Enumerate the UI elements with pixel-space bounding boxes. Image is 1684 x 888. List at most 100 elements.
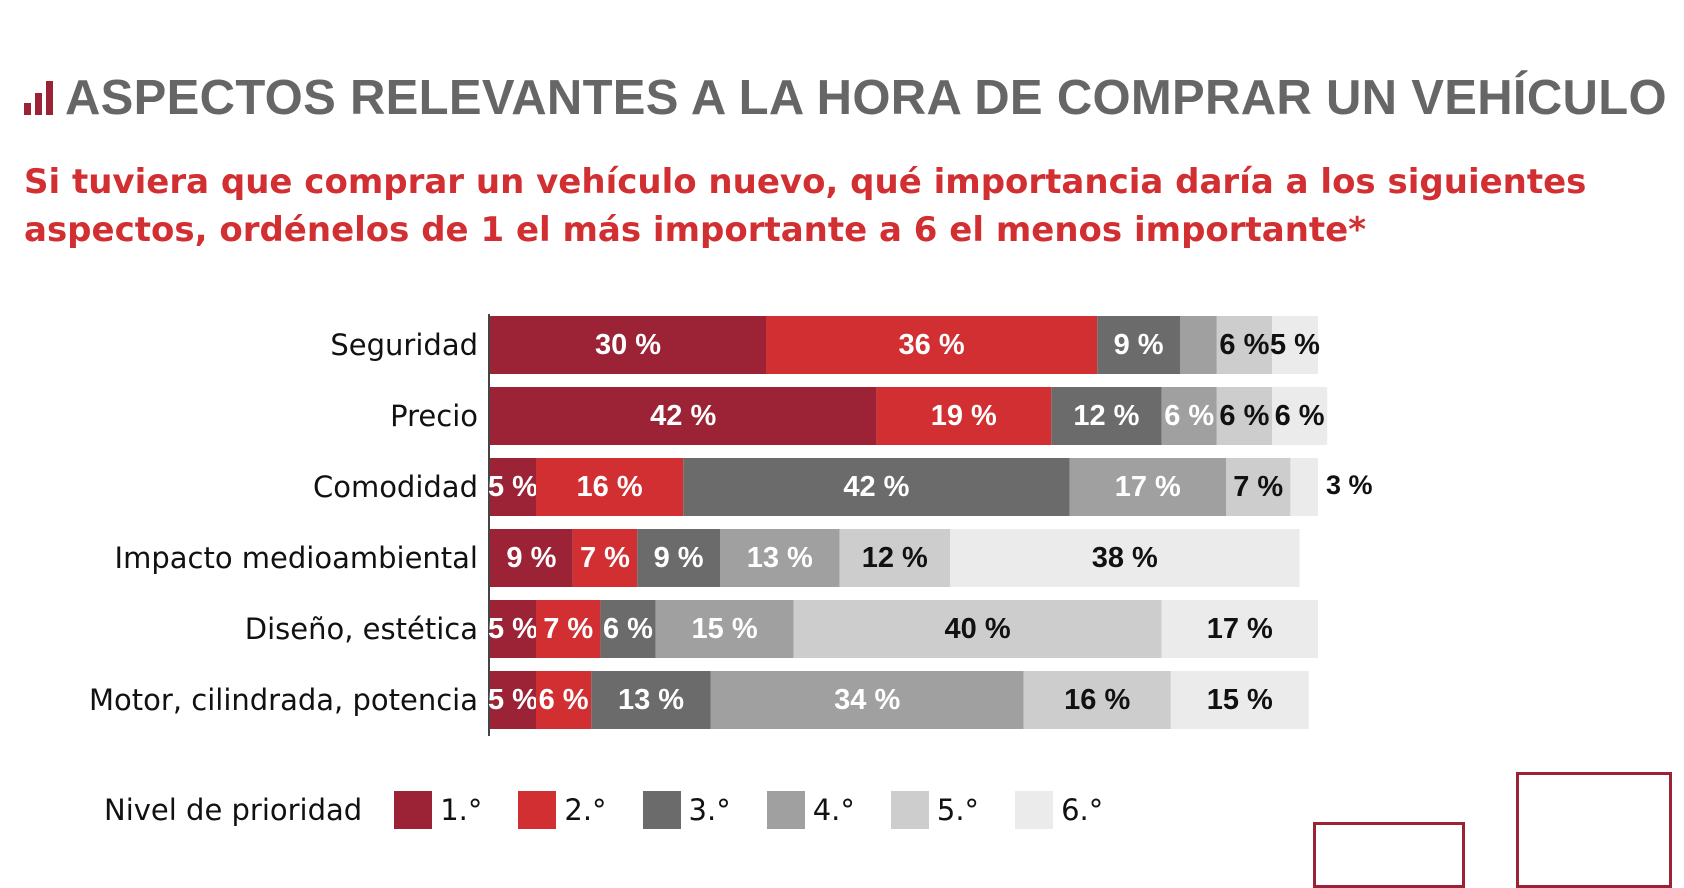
legend-item-6: 6.° — [1015, 791, 1103, 829]
legend-swatch-5 — [890, 791, 929, 829]
bar-segment — [710, 671, 1024, 729]
bar-segment — [793, 600, 1162, 658]
data-label: 6 % — [1219, 329, 1269, 361]
bar-segment — [490, 458, 536, 516]
legend-item-2: 2.° — [518, 791, 607, 829]
data-label: 16 % — [1064, 684, 1130, 716]
bar-segment — [766, 316, 1098, 374]
bar-segment — [1161, 600, 1318, 658]
bar-segment — [839, 529, 950, 587]
legend-swatch-1 — [394, 791, 433, 829]
bar-segment — [490, 600, 536, 658]
bar-segment — [655, 600, 794, 658]
category-label: Diseño, estética — [245, 612, 478, 646]
data-label: 16 % — [577, 471, 643, 503]
legend-label-3: 3.° — [688, 793, 731, 827]
data-label: 36 % — [899, 329, 965, 361]
bar-segment — [591, 671, 711, 729]
data-label: 12 % — [862, 542, 928, 574]
bar-segment — [1290, 458, 1318, 516]
bar-segment — [490, 387, 877, 445]
bar-chart-icon — [24, 81, 53, 115]
data-label: 6 % — [539, 684, 589, 716]
legend-title: Nivel de prioridad — [104, 793, 363, 827]
data-label: 42 % — [650, 400, 716, 432]
decorative-frame-small — [1313, 822, 1465, 888]
category-label: Seguridad — [330, 328, 478, 362]
data-label: 9 % — [1114, 329, 1164, 361]
bar-segment — [1272, 316, 1318, 374]
legend-swatch-6 — [1015, 791, 1054, 829]
legend-label-4: 4.° — [812, 793, 855, 827]
bar-segment — [683, 458, 1070, 516]
bar-segment — [490, 316, 766, 374]
data-label: 7 % — [1233, 471, 1283, 503]
data-label: 34 % — [834, 684, 900, 716]
subtitle-line-1: Si tuviera que comprar un vehículo nuevo… — [24, 162, 1587, 202]
bar-segment — [536, 671, 592, 729]
data-label: 7 % — [580, 542, 630, 574]
legend-item-4: 4.° — [766, 791, 855, 829]
legend-label-1: 1.° — [440, 793, 483, 827]
bar-segment — [1069, 458, 1226, 516]
page-title: ASPECTOS RELEVANTES A LA HORA DE COMPRAR… — [65, 71, 1667, 125]
bar-segment — [572, 529, 638, 587]
data-label: 5 % — [488, 613, 538, 645]
legend-item-5: 5.° — [890, 791, 980, 829]
decorative-frame-large — [1516, 772, 1672, 888]
bar-segment — [1161, 387, 1217, 445]
data-label: 9 % — [506, 542, 556, 574]
data-label: 5 % — [488, 471, 538, 503]
data-label: 17 % — [1115, 471, 1181, 503]
data-label: 17 % — [1207, 613, 1273, 645]
legend-label-6: 6.° — [1061, 793, 1104, 827]
data-label: 42 % — [843, 471, 909, 503]
data-label: 38 % — [1092, 542, 1158, 574]
chart-header: ASPECTOS RELEVANTES A LA HORA DE COMPRAR… — [24, 70, 1667, 126]
data-label: 13 % — [747, 542, 813, 574]
bar-segment — [637, 529, 720, 587]
data-label: 40 % — [945, 613, 1011, 645]
bar-segment — [876, 387, 1052, 445]
data-label: 3 % — [1326, 470, 1373, 500]
data-label: 6 % — [1164, 400, 1214, 432]
bar-segment — [1272, 387, 1328, 445]
data-label: 30 % — [595, 329, 661, 361]
data-label: 7 % — [543, 613, 593, 645]
bar-segment — [536, 458, 684, 516]
data-label: 6 % — [1275, 400, 1325, 432]
bar-segment — [1051, 387, 1162, 445]
data-label: 19 % — [931, 400, 997, 432]
bar-segment — [720, 529, 840, 587]
data-label: 5 % — [1270, 329, 1320, 361]
legend-swatch-4 — [766, 791, 805, 829]
legend-swatch-3 — [642, 791, 681, 829]
chart-subtitle: Si tuviera que comprar un vehículo nuevo… — [24, 158, 1624, 254]
bar-segment — [1216, 387, 1272, 445]
category-label: Precio — [390, 399, 478, 433]
bar-segment — [1216, 316, 1272, 374]
category-label: Impacto medioambiental — [115, 541, 478, 575]
data-label: 13 % — [618, 684, 684, 716]
bar-segment — [1023, 671, 1171, 729]
bar-segment — [536, 600, 601, 658]
bar-segment — [1180, 316, 1217, 374]
bar-segment — [1170, 671, 1309, 729]
data-label: 5 % — [488, 684, 538, 716]
data-label: 15 % — [692, 613, 758, 645]
bar-segment — [950, 529, 1300, 587]
data-label: 12 % — [1073, 400, 1139, 432]
bar-segment — [1097, 316, 1180, 374]
data-label: 9 % — [654, 542, 704, 574]
bar-segment — [600, 600, 656, 658]
bar-segment — [490, 671, 536, 729]
legend-label-5: 5.° — [936, 793, 980, 827]
bar-segment — [490, 529, 573, 587]
legend-item-3: 3.° — [642, 791, 731, 829]
data-label: 6 % — [603, 613, 653, 645]
legend-swatch-2 — [518, 791, 557, 829]
legend-label-2: 2.° — [564, 793, 607, 827]
subtitle-line-2: aspectos, ordénelos de 1 el más importan… — [24, 210, 1367, 250]
category-label: Motor, cilindrada, potencia — [89, 683, 478, 717]
